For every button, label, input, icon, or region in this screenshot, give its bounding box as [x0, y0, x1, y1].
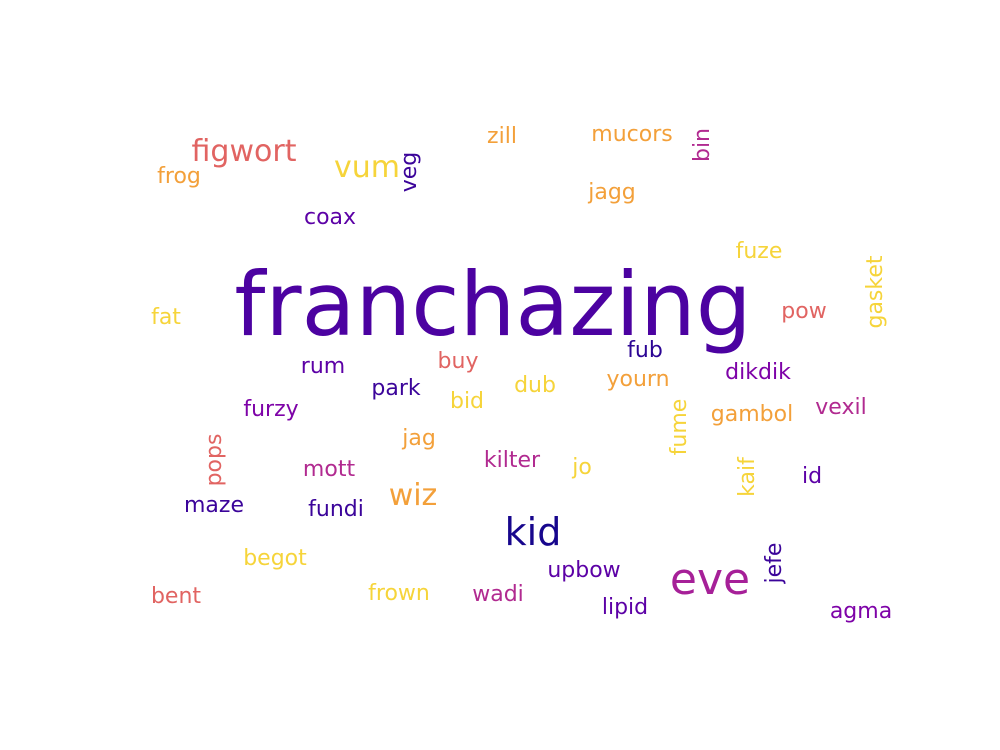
word-mott: mott	[302, 457, 356, 482]
word-coax: coax	[303, 205, 357, 230]
word-jo: jo	[572, 455, 592, 480]
word-dub: dub	[514, 373, 556, 398]
word-dikdik: dikdik	[725, 360, 791, 385]
word-yourn: yourn	[606, 367, 670, 392]
word-rum: rum	[300, 354, 346, 379]
word-kid: kid	[504, 510, 562, 554]
word-eve: eve	[669, 554, 751, 605]
word-fume: fume	[667, 398, 692, 456]
word-vum: vum	[334, 150, 400, 185]
word-fub: fub	[627, 338, 663, 363]
word-agma: agma	[829, 599, 893, 624]
word-wiz: wiz	[388, 478, 438, 513]
word-kilter: kilter	[483, 448, 541, 473]
word-jag: jag	[402, 426, 436, 451]
word-frog: frog	[157, 164, 201, 189]
word-zill: zill	[487, 124, 517, 149]
word-jagg: jagg	[588, 180, 636, 205]
word-frown: frown	[368, 581, 430, 606]
word-jefe: jefe	[762, 542, 787, 584]
word-buy: buy	[437, 349, 479, 374]
word-upbow: upbow	[547, 558, 621, 583]
word-bent: bent	[150, 584, 202, 609]
word-furzy: furzy	[243, 397, 299, 422]
word-veg: veg	[397, 151, 422, 193]
word-pops: pops	[202, 433, 227, 487]
word-franchazing: franchazing	[234, 253, 752, 356]
word-pow: pow	[781, 299, 827, 324]
word-park: park	[371, 376, 421, 401]
word-wadi: wadi	[472, 582, 524, 607]
word-fundi: fundi	[308, 497, 364, 522]
word-gasket: gasket	[863, 255, 888, 329]
word-id: id	[801, 464, 823, 489]
word-gambol: gambol	[710, 402, 794, 427]
word-maze: maze	[184, 493, 244, 518]
word-figwort: figwort	[191, 134, 297, 169]
word-begot: begot	[243, 546, 307, 571]
word-bid: bid	[449, 389, 485, 414]
word-mucors: mucors	[591, 122, 673, 147]
word-lipid: lipid	[601, 595, 649, 620]
word-vexil: vexil	[815, 395, 867, 420]
word-bin: bin	[690, 127, 715, 163]
word-kaif: kaif	[735, 457, 760, 497]
word-fat: fat	[151, 305, 181, 330]
word-fuze: fuze	[735, 239, 783, 264]
